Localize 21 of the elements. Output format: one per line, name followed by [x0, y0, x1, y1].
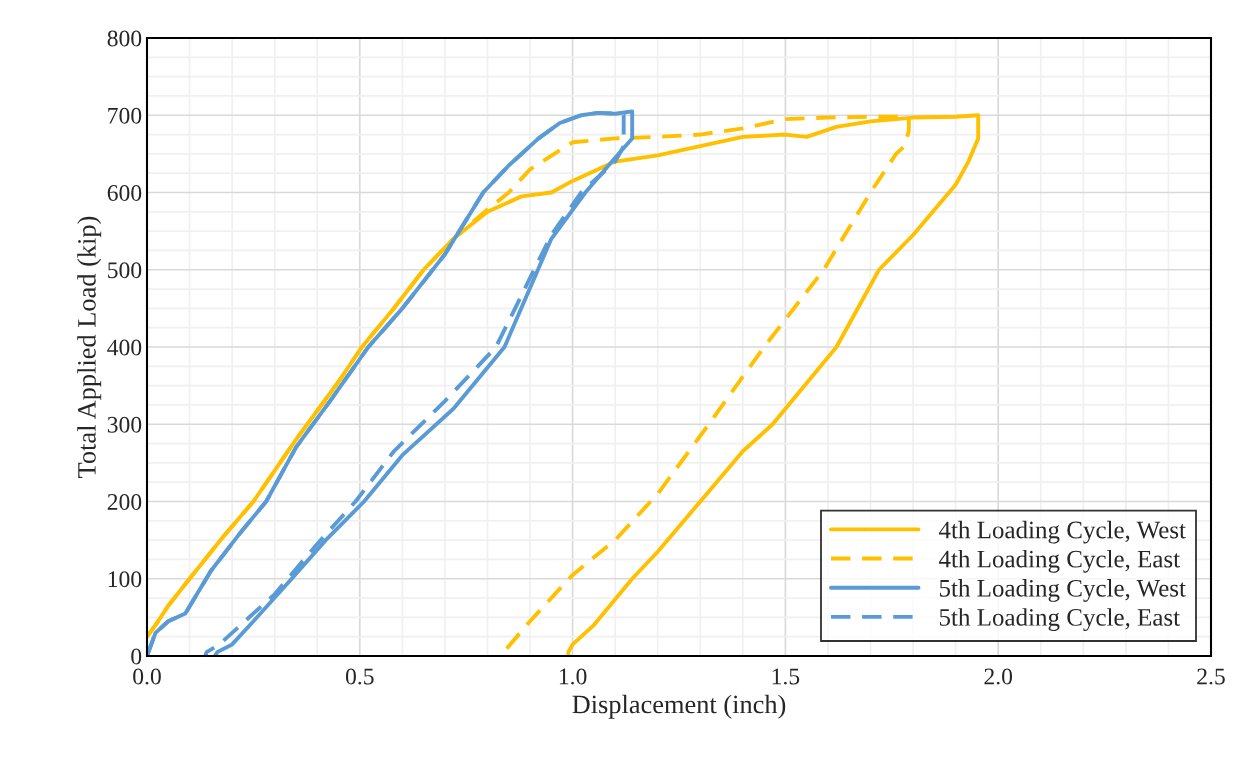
y-tick-label: 600	[107, 184, 142, 201]
x-tick-label: 0.0	[133, 668, 161, 685]
legend-label: 5th Loading Cycle, West	[939, 579, 1186, 602]
legend-label: 5th Loading Cycle, East	[939, 608, 1180, 631]
y-tick-label: 700	[108, 107, 142, 124]
x-tick-label: 0.5	[345, 668, 374, 685]
x-tick-label: 1.0	[559, 668, 587, 685]
legend-label: 4th Loading Cycle, West	[938, 520, 1186, 544]
y-tick-label: 800	[107, 30, 142, 47]
legend-label: 4th Loading Cycle, East	[938, 549, 1180, 573]
y-axis-title: Total Applied Load (kip)	[77, 216, 102, 478]
y-tick-label: 0	[131, 648, 142, 665]
y-tick-label: 100	[108, 571, 142, 588]
x-axis-title: Displacement (inch)	[572, 694, 786, 719]
y-tick-label: 300	[107, 416, 142, 433]
x-tick-label: 2.0	[984, 668, 1013, 685]
x-tick-label: 2.5	[1197, 668, 1225, 685]
x-tick-label: 1.5	[772, 668, 800, 685]
y-tick-label: 200	[107, 493, 142, 510]
y-tick-label: 500	[108, 262, 142, 279]
y-tick-label: 400	[107, 339, 142, 356]
